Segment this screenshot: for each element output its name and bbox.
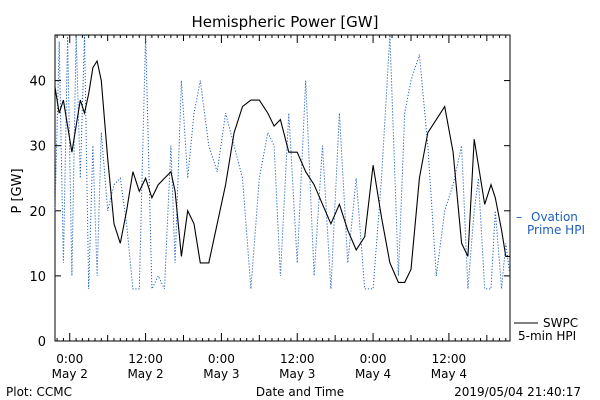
plot-frame xyxy=(54,34,511,342)
x-tick-label-date: May 4 xyxy=(355,367,391,381)
chart-title: Hemispheric Power [GW] xyxy=(192,13,379,31)
legend-entry-ovation: – Ovation Prime HPI xyxy=(516,210,585,237)
x-tick-label-date: May 2 xyxy=(127,367,163,381)
x-tick-label-time: 0:00 xyxy=(360,352,387,366)
x-tick-label-time: 12:00 xyxy=(128,352,163,366)
legend-ovation-label2: Prime HPI xyxy=(527,223,585,237)
x-tick-label-date: May 3 xyxy=(203,367,239,381)
y-tick-label: 40 xyxy=(29,75,46,90)
plot-timestamp: 2019/05/04 21:40:17 xyxy=(454,385,581,399)
x-tick-label-time: 12:00 xyxy=(432,352,467,366)
y-tick-label: 30 xyxy=(29,140,46,155)
legend: – Ovation Prime HPI SWPC 5-min HPI xyxy=(514,210,585,343)
x-tick-label-date: May 4 xyxy=(431,367,467,381)
y-axis-label: P [GW] xyxy=(10,168,25,213)
y-axis-label-group: P [GW] xyxy=(10,168,25,213)
x-tick-label-date: May 3 xyxy=(279,367,315,381)
legend-ovation-dash: – xyxy=(516,210,522,224)
legend-entry-swpc: SWPC 5-min HPI xyxy=(514,316,578,343)
plot-credit: Plot: CCMC xyxy=(6,385,72,399)
y-tick-label: 20 xyxy=(29,205,46,220)
y-axis: 0 10 20 30 40 xyxy=(29,75,510,350)
x-tick-label-time: 0:00 xyxy=(208,352,235,366)
series-line-ovation xyxy=(54,34,511,290)
legend-ovation-label1: Ovation xyxy=(531,210,578,224)
legend-swpc-label1: SWPC xyxy=(543,316,578,330)
y-tick-label: 0 xyxy=(38,335,46,350)
x-tick-label-time: 12:00 xyxy=(280,352,315,366)
x-tick-label-time: 0:00 xyxy=(56,352,83,366)
legend-swpc-label2: 5-min HPI xyxy=(518,329,576,343)
series-layer xyxy=(54,34,511,290)
series-line-swpc xyxy=(54,59,510,283)
x-axis-label: Date and Time xyxy=(256,385,344,399)
y-tick-label: 10 xyxy=(29,270,46,285)
x-tick-label-date: May 2 xyxy=(52,367,88,381)
